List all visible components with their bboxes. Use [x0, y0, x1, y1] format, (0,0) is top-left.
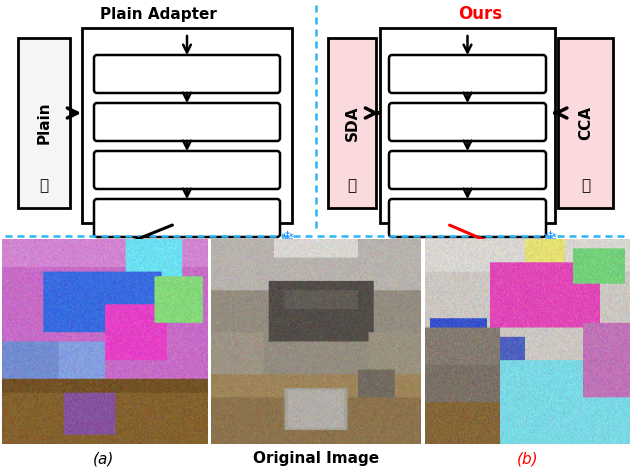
FancyBboxPatch shape: [389, 55, 546, 93]
Text: ❄: ❄: [542, 230, 557, 248]
Text: SDA: SDA: [344, 105, 360, 141]
Bar: [18, 38, 70, 208]
Text: Original Image: Original Image: [253, 452, 379, 466]
Text: Ours: Ours: [458, 5, 502, 23]
FancyBboxPatch shape: [389, 199, 546, 237]
FancyBboxPatch shape: [94, 151, 280, 189]
Text: 🔥: 🔥: [39, 178, 49, 194]
Text: (a): (a): [94, 452, 114, 466]
Text: (b): (b): [517, 452, 539, 466]
FancyBboxPatch shape: [94, 103, 280, 141]
Bar: [558, 38, 613, 208]
FancyBboxPatch shape: [389, 103, 546, 141]
FancyBboxPatch shape: [389, 151, 546, 189]
FancyBboxPatch shape: [94, 199, 280, 237]
Text: 🔥: 🔥: [348, 178, 356, 194]
Bar: [328, 38, 376, 208]
Bar: [82, 28, 292, 223]
Text: Plain Adapter: Plain Adapter: [100, 7, 216, 22]
Text: 🔥: 🔥: [581, 178, 590, 194]
Text: ❄: ❄: [279, 230, 295, 248]
Bar: [380, 28, 555, 223]
Text: CCA: CCA: [578, 106, 593, 140]
Text: Plain: Plain: [37, 101, 51, 144]
FancyBboxPatch shape: [94, 55, 280, 93]
